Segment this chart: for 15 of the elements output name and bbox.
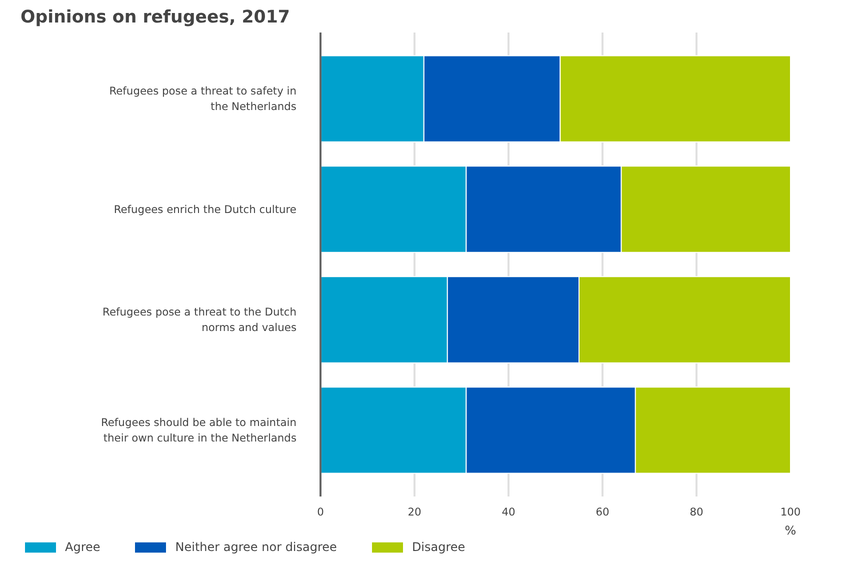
y-tick-label: Refugees pose a threat to safety in the Netherlands — [109, 84, 297, 114]
text: Opinions on refugees, 2017 — [20, 8, 290, 28]
legend-label: Neither agree nor disagree — [175, 540, 337, 554]
legend-label: Agree — [65, 540, 100, 554]
x-tick-label: 60 — [596, 506, 610, 518]
x-tick-label: 40 — [502, 506, 516, 518]
x-tick-label: 80 — [690, 506, 704, 518]
x-axis-title: % — [784, 524, 796, 538]
y-tick-label: Refugees enrich the Dutch culture — [114, 202, 297, 216]
x-tick-label: 100 — [780, 506, 801, 518]
x-tick-label: 20 — [408, 506, 422, 518]
x-tick-label: 0 — [317, 506, 324, 518]
legend-label: Disagree — [412, 540, 466, 554]
y-tick-label: Refugees pose a threat to the Dutch norms and values — [102, 305, 297, 334]
y-tick-label: Refugees should be able to maintain their own culture in the Netherlands — [100, 416, 297, 445]
